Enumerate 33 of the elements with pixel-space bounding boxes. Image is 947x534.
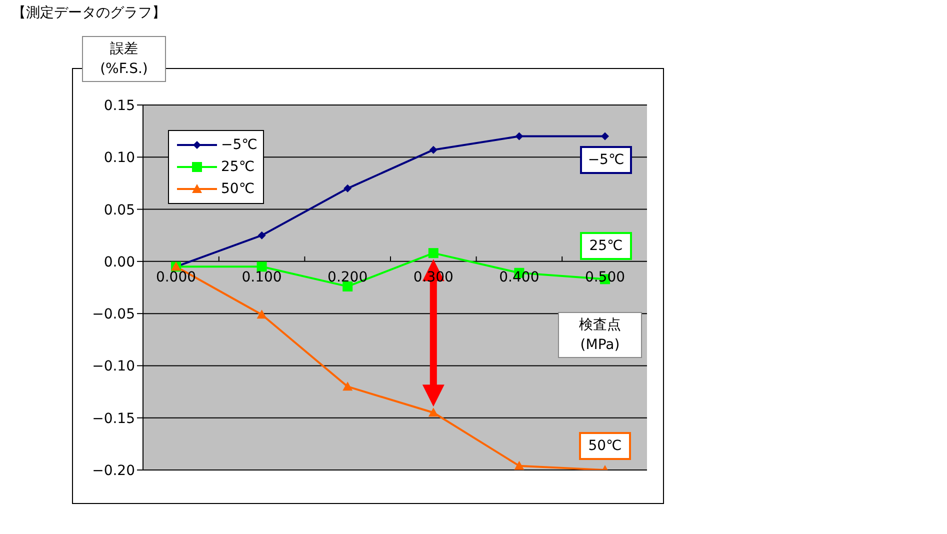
y-axis-title: 誤差 (%F.S.): [83, 39, 165, 79]
point: [428, 248, 438, 258]
point: [344, 184, 352, 192]
y-tick-label: 0.00: [104, 254, 135, 270]
point: [515, 132, 524, 140]
chart-title: 【測定データのグラフ】: [12, 4, 166, 22]
point: [342, 382, 353, 391]
x-tick-label: 0.200: [328, 269, 368, 286]
legend-label: 25℃: [221, 159, 255, 175]
annotation: 25℃: [580, 232, 632, 260]
point: [429, 146, 438, 154]
point: [258, 231, 266, 240]
annotation: −5℃: [580, 146, 632, 174]
point: [256, 262, 267, 272]
y-tick-label: −0.20: [92, 462, 135, 479]
legend-label: −5℃: [221, 137, 258, 153]
y-tick-label: −0.05: [92, 306, 135, 323]
point: [428, 408, 438, 417]
annotation: 50℃: [579, 432, 631, 460]
legend-label: 50℃: [221, 181, 255, 197]
x-tick-label: 0.400: [499, 269, 540, 286]
x-tick-label: 0.100: [242, 269, 282, 286]
y-tick-label: −0.10: [92, 358, 135, 375]
x-axis-title: 検査点 (MPa): [559, 315, 641, 355]
point: [342, 281, 353, 292]
point: [514, 460, 524, 470]
point: [256, 310, 267, 319]
y-tick-label: 0.15: [104, 98, 135, 114]
point: [601, 132, 609, 140]
y-tick-label: 0.05: [104, 202, 135, 218]
x-tick-label: 0.000: [156, 269, 196, 286]
y-tick-label: −0.15: [92, 410, 135, 427]
y-tick-label: 0.10: [104, 150, 135, 166]
